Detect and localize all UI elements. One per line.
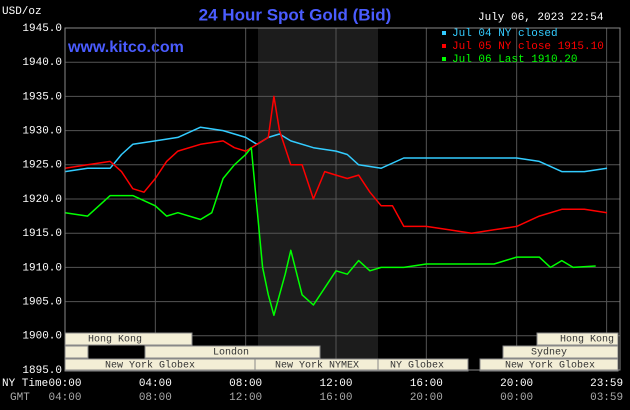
x-label: NY Time [2,378,48,390]
legend-swatch [442,57,446,61]
gmt-tick-label: 04:00 [48,392,81,404]
x-tick-label: 12:00 [319,378,352,390]
session-bar [536,332,619,346]
series-line [64,95,608,234]
session-label: Sydney [531,347,567,359]
session-label: NY Globex [390,360,444,372]
y-tick-label: 1915.0 [22,228,62,240]
session-label: New York Globex [105,360,195,372]
x2-label: GMT [10,392,30,404]
legend-label: Jul 05 NY close 1915.10 [452,41,604,53]
x-tick-label: 16:00 [410,378,443,390]
plot-frame [64,27,621,371]
gmt-tick-label: 20:00 [410,392,443,404]
y-tick-label: 1920.0 [22,194,62,206]
gmt-tick-label: 12:00 [229,392,262,404]
y-tick-label: 1910.0 [22,262,62,274]
series-line [64,126,608,173]
annotation: www.kitco.com [67,39,184,56]
x-tick-label: 23:59 [590,378,623,390]
y-tick-label: 1930.0 [22,126,62,138]
session-label: New York NYMEX [275,360,359,372]
session-label: Hong Kong [88,335,142,346]
y-tick-label: 1925.0 [22,160,62,172]
x-tick-label: 00:00 [48,378,81,390]
gmt-tick-label: 08:00 [139,392,172,404]
session-bar [64,345,89,359]
y-tick-label: 1945.0 [22,23,62,35]
x-tick-label: 20:00 [500,378,533,390]
series-line [64,146,596,317]
y-tick-label: 1935.0 [22,91,62,103]
y-tick-label: 1905.0 [22,297,62,309]
session-label: Hong Kong [560,335,614,346]
x-tick-label: 04:00 [139,378,172,390]
gmt-tick-label: 03:59 [590,392,623,404]
session-label: New York Globex [505,360,595,372]
session-bar [377,358,469,372]
session-bar [502,345,619,359]
legend-label: Jul 06 Last 1910.20 [452,54,577,66]
y-tick-label: 1940.0 [22,57,62,69]
legend-swatch [442,31,446,35]
legend-label: Jul 04 NY closed [452,28,558,40]
y-tick-label: 1895.0 [22,365,62,377]
subtitle: July 06, 2023 22:54 [478,12,604,24]
x-tick-label: 08:00 [229,378,262,390]
session-bar [144,345,321,359]
chart-title: 24 Hour Spot Gold (Bid) [199,5,392,24]
session-label: London [213,347,249,359]
legend-swatch [442,44,446,48]
y-tick-label: 1900.0 [22,331,62,343]
y-label: USD/oz [2,6,42,18]
gmt-tick-label: 16:00 [319,392,352,404]
session-bar [479,358,619,372]
gmt-tick-label: 00:00 [500,392,533,404]
